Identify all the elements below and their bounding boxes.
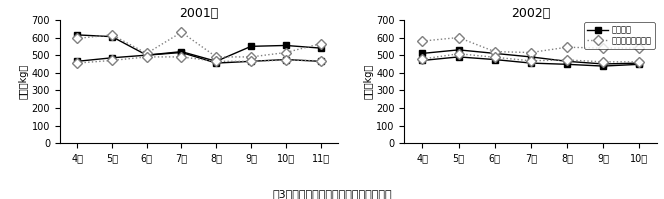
水田跡区 bbox=[527, 56, 535, 58]
水田跡区 bbox=[455, 49, 463, 51]
Text: 図3　両区における繁殖牛の体重の推移: 図3 両区における繁殖牛の体重の推移 bbox=[272, 189, 392, 199]
水田跡区 bbox=[635, 62, 643, 64]
野菜・樹園地跡区 bbox=[212, 56, 220, 58]
水田跡区 bbox=[599, 63, 607, 65]
水田跡区 bbox=[108, 35, 116, 38]
野菜・樹園地跡区 bbox=[491, 50, 499, 53]
Line: 水田跡区: 水田跡区 bbox=[74, 32, 323, 64]
水田跡区 bbox=[317, 47, 325, 49]
Legend: 水田跡区, 野菜・樹園地跡区: 水田跡区, 野菜・樹園地跡区 bbox=[584, 22, 655, 49]
野菜・樹園地跡区 bbox=[599, 47, 607, 49]
Line: 野菜・樹園地跡区: 野菜・樹園地跡区 bbox=[74, 29, 324, 60]
水田跡区 bbox=[282, 44, 290, 47]
野菜・樹園地跡区 bbox=[527, 51, 535, 54]
野菜・樹園地跡区 bbox=[418, 40, 426, 42]
水田跡区 bbox=[247, 45, 255, 48]
水田跡区 bbox=[418, 52, 426, 55]
水田跡区 bbox=[177, 50, 185, 53]
野菜・樹園地跡区 bbox=[108, 34, 116, 36]
野菜・樹園地跡区 bbox=[635, 47, 643, 49]
水田跡区 bbox=[73, 34, 81, 36]
野菜・樹園地跡区 bbox=[563, 46, 571, 48]
Line: 野菜・樹園地跡区: 野菜・樹園地跡区 bbox=[419, 34, 643, 56]
水田跡区 bbox=[491, 52, 499, 55]
野菜・樹園地跡区 bbox=[73, 37, 81, 40]
野菜・樹園地跡区 bbox=[143, 52, 151, 55]
Line: 水田跡区: 水田跡区 bbox=[420, 47, 642, 67]
野菜・樹園地跡区 bbox=[317, 43, 325, 45]
野菜・樹園地跡区 bbox=[282, 51, 290, 54]
Y-axis label: 体重（kg）: 体重（kg） bbox=[363, 64, 373, 99]
水田跡区 bbox=[143, 54, 151, 56]
野菜・樹園地跡区 bbox=[177, 31, 185, 33]
Title: 2002年: 2002年 bbox=[511, 7, 550, 20]
野菜・樹園地跡区 bbox=[247, 56, 255, 58]
水田跡区 bbox=[212, 60, 220, 62]
Title: 2001年: 2001年 bbox=[179, 7, 218, 20]
Y-axis label: 体重（kg）: 体重（kg） bbox=[19, 64, 29, 99]
水田跡区 bbox=[563, 60, 571, 62]
野菜・樹園地跡区 bbox=[455, 36, 463, 39]
